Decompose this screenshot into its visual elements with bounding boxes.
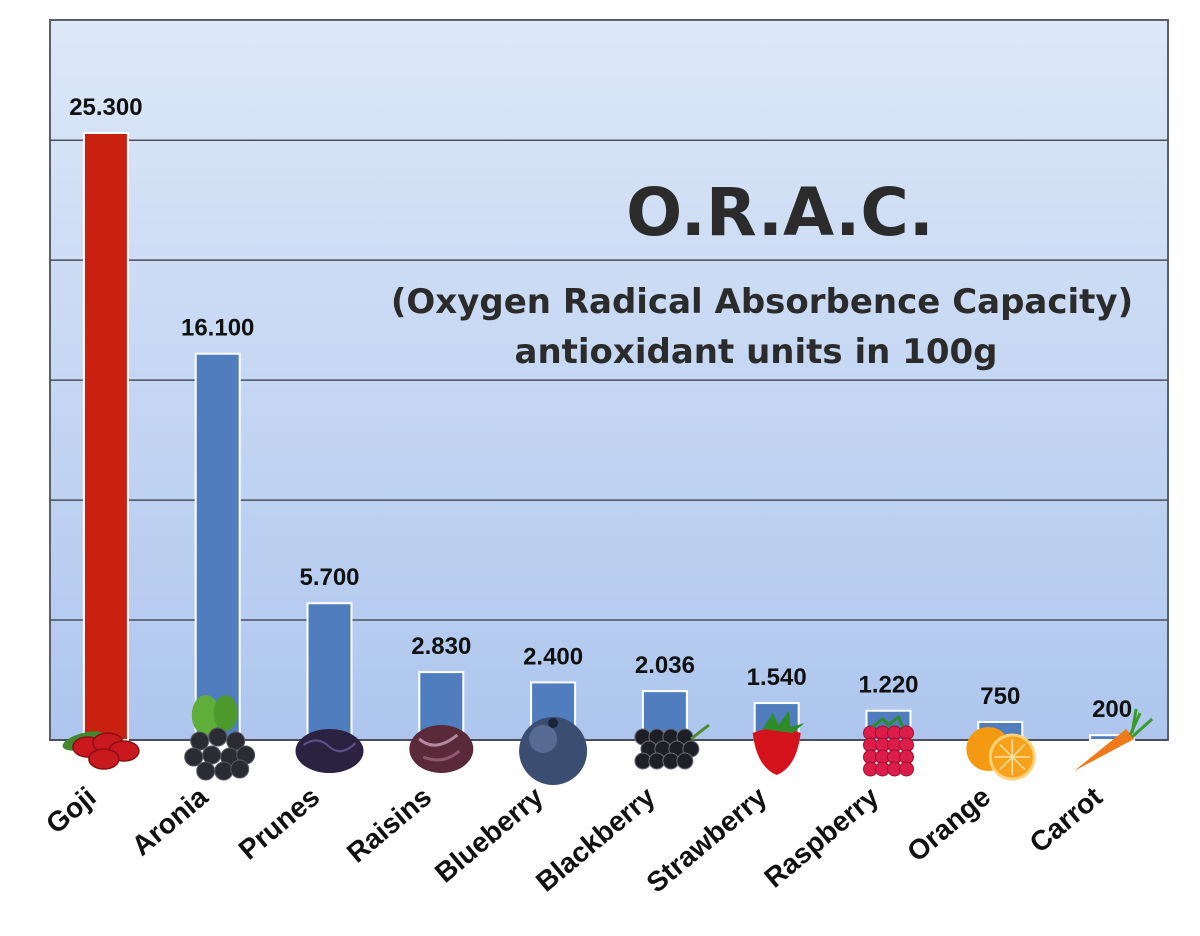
value-labels: 25.300 16.100 5.700 2.830 2.400 2.036 1.540 1.2… bbox=[69, 94, 1132, 723]
category-label-goji: Goji bbox=[40, 781, 102, 840]
category-label-orange: Orange bbox=[901, 781, 996, 868]
blueberry-icon bbox=[519, 717, 588, 785]
bar-goji bbox=[82, 132, 129, 741]
prunes-icon bbox=[295, 729, 364, 773]
value-label-aronia: 16.100 bbox=[181, 315, 254, 342]
strawberry-icon bbox=[752, 711, 805, 775]
carrot-icon bbox=[1074, 708, 1154, 771]
raspberry-icon bbox=[863, 714, 914, 777]
chart-subtitle-line-2: antioxidant units in 100g bbox=[515, 332, 998, 372]
fruit-icons bbox=[62, 695, 1154, 785]
category-label-raisins: Raisins bbox=[341, 781, 437, 869]
goji-berries-icon bbox=[62, 731, 140, 770]
bar-carrot bbox=[1089, 734, 1136, 742]
category-label-strawberry: Strawberry bbox=[641, 781, 773, 899]
value-label-blueberry: 2.400 bbox=[523, 643, 583, 670]
blackberry-icon bbox=[634, 723, 710, 770]
category-label-carrot: Carrot bbox=[1024, 781, 1108, 859]
category-label-aronia: Aronia bbox=[126, 781, 214, 862]
bar-prunes bbox=[306, 602, 353, 741]
value-label-raisins: 2.830 bbox=[411, 633, 471, 660]
chart-title: O.R.A.C. bbox=[626, 174, 934, 251]
value-label-raspberry: 1.220 bbox=[858, 672, 918, 699]
value-label-carrot: 200 bbox=[1092, 696, 1132, 723]
raisins-icon bbox=[409, 725, 474, 773]
category-label-blackberry: Blackberry bbox=[530, 781, 661, 898]
value-label-strawberry: 1.540 bbox=[747, 664, 807, 691]
value-label-prunes: 5.700 bbox=[299, 564, 359, 591]
value-label-blackberry: 2.036 bbox=[635, 652, 695, 679]
bar-aronia bbox=[194, 352, 241, 741]
value-label-goji: 25.300 bbox=[69, 94, 142, 121]
category-label-prunes: Prunes bbox=[233, 781, 326, 866]
category-label-raspberry: Raspberry bbox=[758, 781, 884, 894]
orange-icon bbox=[966, 727, 1036, 781]
aronia-berries-icon bbox=[184, 695, 256, 781]
category-labels: Goji Aronia Prunes RaisinsBlueberryBlackber… bbox=[40, 781, 1108, 899]
chart-subtitle-line-1: (Oxygen Radical Absorbence Capacity) bbox=[391, 282, 1133, 322]
value-label-orange: 750 bbox=[980, 683, 1020, 710]
